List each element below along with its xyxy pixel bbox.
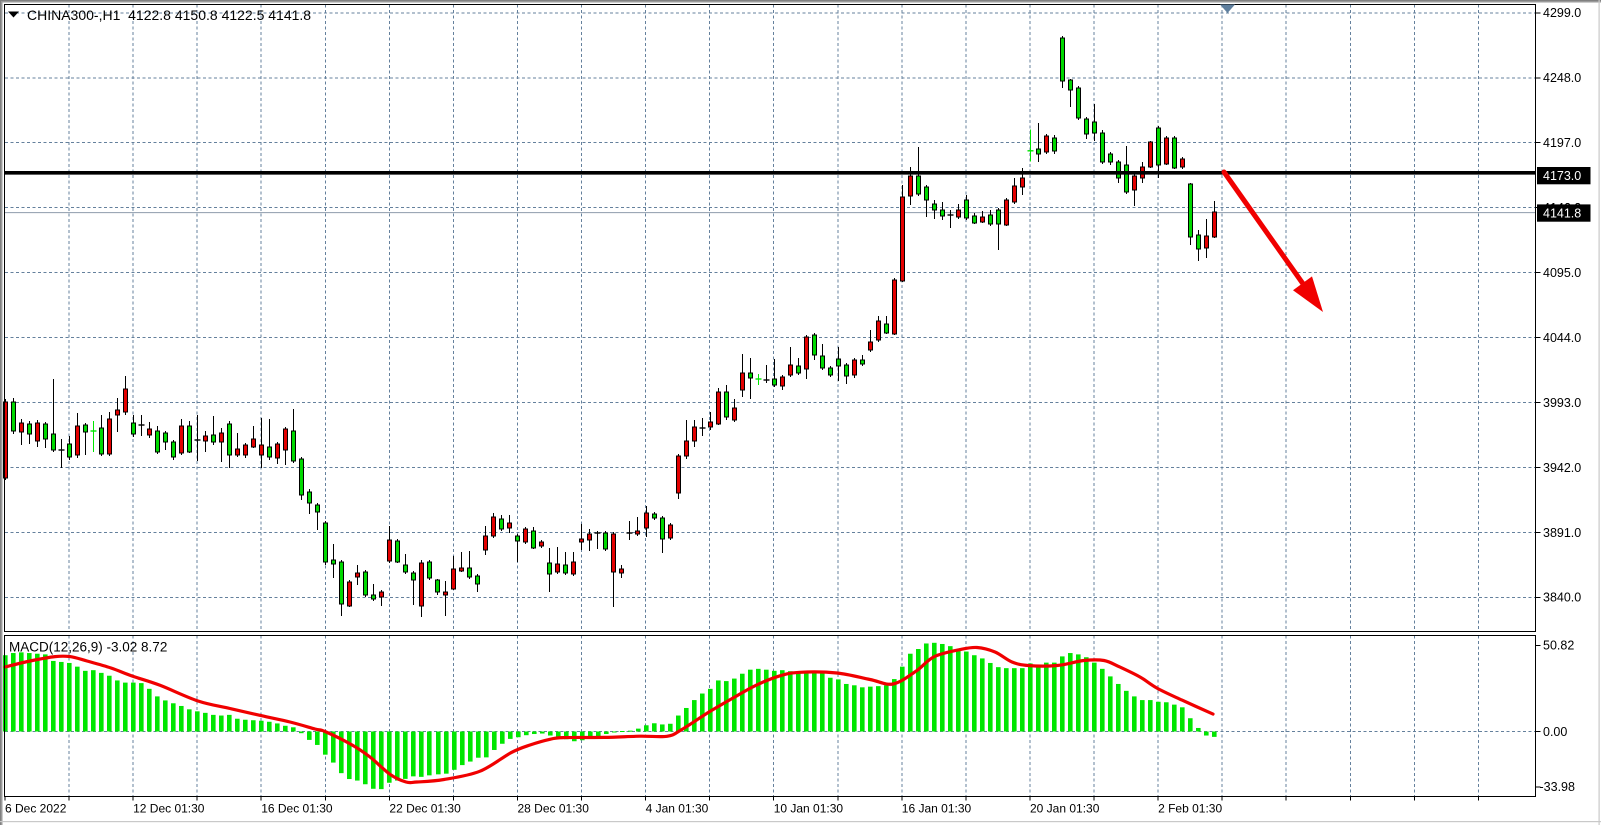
svg-text:2 Feb 01:30: 2 Feb 01:30 [1158, 802, 1222, 816]
svg-text:0.00: 0.00 [1543, 725, 1567, 739]
svg-text:20 Jan 01:30: 20 Jan 01:30 [1030, 802, 1100, 816]
svg-text:4044.0: 4044.0 [1543, 331, 1581, 345]
svg-text:4173.0: 4173.0 [1543, 169, 1581, 183]
svg-text:3840.0: 3840.0 [1543, 591, 1581, 605]
svg-text:3891.0: 3891.0 [1543, 526, 1581, 540]
svg-text:4197.0: 4197.0 [1543, 136, 1581, 150]
svg-text:CHINA300-,H1 4122.8 4150.8 41: CHINA300-,H1 4122.8 4150.8 4122.5 4141.8 [27, 7, 311, 23]
svg-text:12 Dec 01:30: 12 Dec 01:30 [133, 802, 205, 816]
svg-text:28 Dec 01:30: 28 Dec 01:30 [518, 802, 590, 816]
svg-text:-33.98: -33.98 [1540, 780, 1575, 794]
svg-text:50.82: 50.82 [1543, 639, 1574, 653]
svg-text:16 Jan 01:30: 16 Jan 01:30 [902, 802, 972, 816]
svg-text:4248.0: 4248.0 [1543, 71, 1581, 85]
svg-text:MACD(12,26,9) -3.02 8.72: MACD(12,26,9) -3.02 8.72 [9, 640, 167, 655]
svg-text:4299.0: 4299.0 [1543, 6, 1581, 20]
svg-text:4 Jan 01:30: 4 Jan 01:30 [646, 802, 709, 816]
svg-text:3942.0: 3942.0 [1543, 461, 1581, 475]
svg-text:16 Dec 01:30: 16 Dec 01:30 [261, 802, 333, 816]
svg-text:4095.0: 4095.0 [1543, 266, 1581, 280]
svg-text:10 Jan 01:30: 10 Jan 01:30 [774, 802, 844, 816]
svg-text:22 Dec 01:30: 22 Dec 01:30 [389, 802, 461, 816]
svg-text:3993.0: 3993.0 [1543, 396, 1581, 410]
svg-text:6 Dec 2022: 6 Dec 2022 [5, 802, 67, 816]
svg-text:4141.8: 4141.8 [1543, 206, 1581, 220]
